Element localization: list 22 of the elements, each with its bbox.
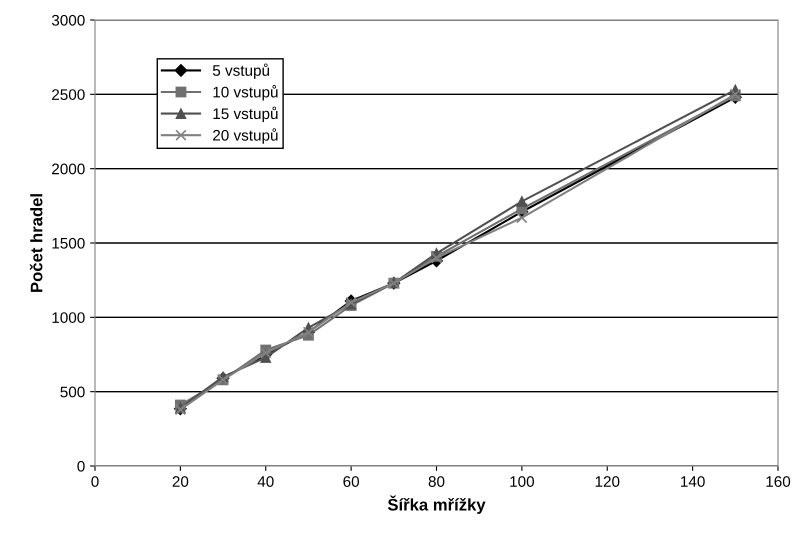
x-tick-label: 20 <box>172 476 188 487</box>
x-tick-label: 160 <box>766 476 790 487</box>
legend-label: 10 vstupů <box>213 85 278 101</box>
x-tick-label: 140 <box>681 476 705 487</box>
x-tick-label: 40 <box>258 476 274 487</box>
x-tick-label: 100 <box>510 476 534 487</box>
y-tick-label: 2000 <box>52 164 85 174</box>
legend-label: 5 vstupů <box>212 63 270 79</box>
y-tick-label: 1000 <box>52 312 85 324</box>
x-axis-title: Šířka mřížky <box>388 496 486 514</box>
x-tick-label: 80 <box>428 476 444 487</box>
y-tick-label: 2500 <box>52 89 85 100</box>
legend-label: 15 vstupů <box>213 106 278 122</box>
y-tick-label: 500 <box>60 386 85 398</box>
y-tick-label: 1500 <box>52 238 85 249</box>
x-tick-label: 120 <box>596 476 620 487</box>
y-axis-title: Počet hradel <box>30 194 42 292</box>
x-tick-label: 0 <box>91 476 99 487</box>
y-tick-label: 3000 <box>52 14 85 26</box>
y-tick-label: 0 <box>77 460 85 472</box>
legend-label: 20 vstupů <box>213 128 278 144</box>
x-tick-label: 60 <box>343 476 360 487</box>
